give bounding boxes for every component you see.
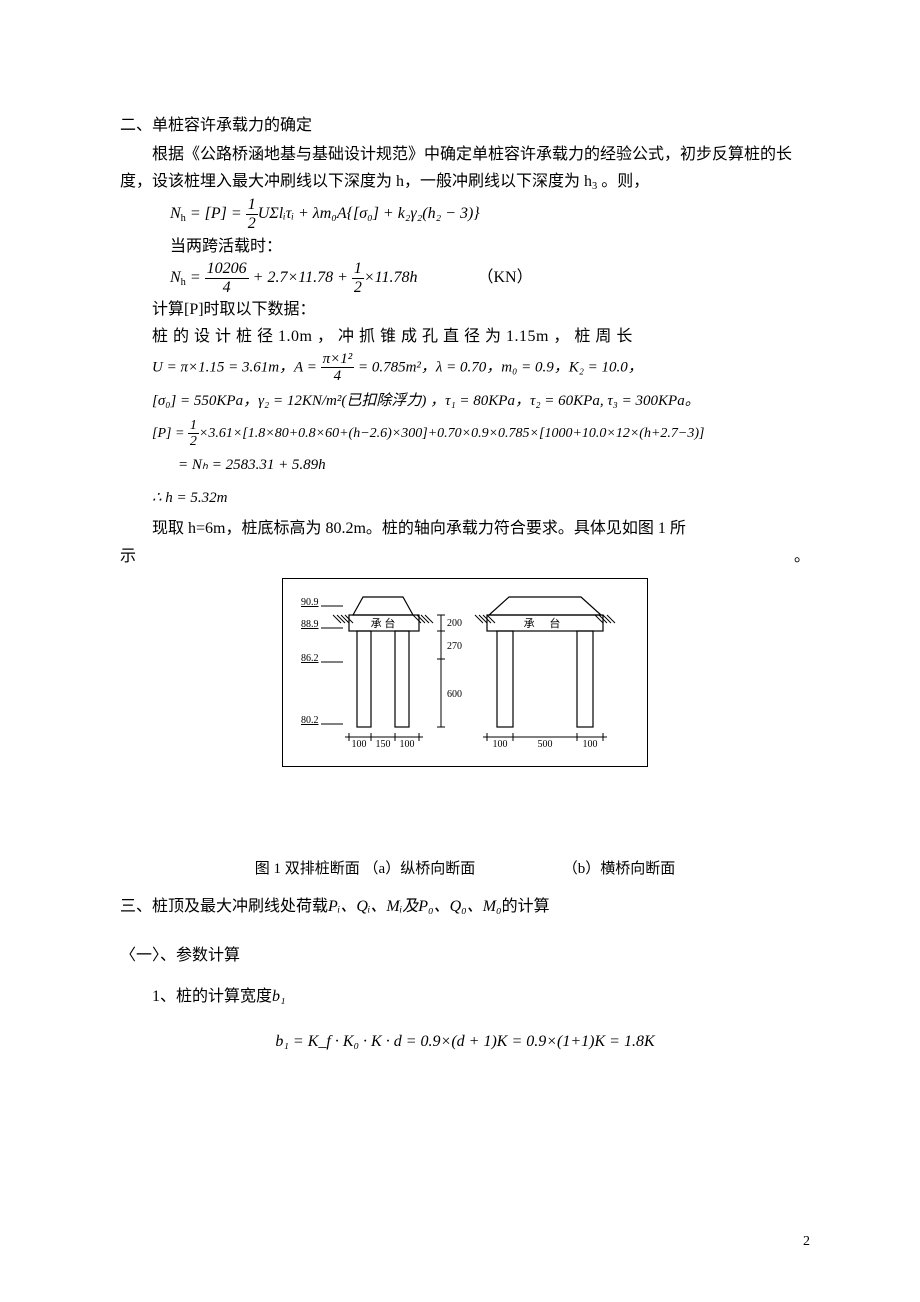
figure-svg: 90.9 88.9 86.2 80.2: [295, 589, 635, 749]
equation-b1: b₁ = K_f · K₀ · K · d = 0.9×(d + 1)K = 0…: [120, 1024, 810, 1059]
line-Nh-result: = Nₕ = 2583.31 + 5.89h: [178, 449, 810, 482]
elev-889: 88.9: [301, 619, 319, 630]
subsection-1-heading: 〈一〉、参数计算: [120, 942, 810, 969]
page: 二、单桩容许承载力的确定 根据《公路桥涵地基与基础设计规范》中确定单桩容许承载力…: [0, 0, 920, 1302]
line-therefore: ∴ h = 5.32m: [152, 482, 810, 515]
para1-text-a: 根据《公路桥涵地基与基础设计规范》中确定单桩容许承载力的经验公式，初步反算桩的长…: [120, 146, 792, 190]
equation-nh-num: Nh = 102064 + 2.7×11.78 + 12×11.78h（KN）: [170, 260, 810, 296]
item-1: 1、桩的计算宽度b₁: [152, 983, 810, 1010]
svg-text:100: 100: [493, 739, 508, 749]
label-chengtai-a: 承 台: [371, 616, 396, 630]
line-calc-p: 计算[P]时取以下数据：: [152, 296, 810, 323]
svg-text:100: 100: [583, 739, 598, 749]
svg-text:600: 600: [447, 689, 462, 700]
line-design: 桩 的 设 计 桩 径 1.0m ， 冲 抓 锥 成 孔 直 径 为 1.15m…: [152, 323, 810, 350]
svg-text:500: 500: [538, 739, 553, 749]
para1-text-b: 。则，: [597, 173, 649, 190]
line-twospan: 当两跨活载时：: [170, 233, 810, 260]
page-number: 2: [803, 1230, 810, 1254]
figure-1: 90.9 88.9 86.2 80.2: [120, 578, 810, 767]
elev-802: 80.2: [301, 715, 319, 726]
elev-909: 90.9: [301, 597, 319, 608]
line-U: U = π×1.15 = 3.61m，A = π×1²4 = 0.785m²，λ…: [152, 351, 810, 385]
svg-text:200: 200: [447, 618, 462, 629]
figure-caption: 图 1 双排桩断面 （a）纵桥向断面 （b）横桥向断面: [120, 857, 810, 883]
section-3-heading: 三、桩顶及最大冲刷线处荷载Pᵢ、Qᵢ、Mᵢ及P₀、Q₀、M₀的计算: [120, 893, 810, 920]
line-sigma: [σ₀] = 550KPa，γ₂ = 12KN/m²(已扣除浮力) ，τ₁ = …: [152, 385, 810, 418]
equation-nh-def: Nh = [P] = 12UΣlᵢτᵢ + λm₀A{[σ₀] + k₂γ₂(h…: [170, 196, 810, 232]
paragraph-2b: 示 。: [120, 543, 810, 570]
elev-862: 86.2: [301, 653, 319, 664]
svg-text:270: 270: [447, 641, 462, 652]
svg-text:100: 100: [352, 739, 367, 749]
paragraph-1: 根据《公路桥涵地基与基础设计规范》中确定单桩容许承载力的经验公式，初步反算桩的长…: [120, 141, 810, 196]
section-2-heading: 二、单桩容许承载力的确定: [120, 112, 810, 139]
svg-text:150: 150: [376, 739, 391, 749]
label-chengtai-b: 承 台: [524, 616, 567, 630]
line-P: [P] = 12×3.61×[1.8×80+0.8×60+(h−2.6)×300…: [152, 418, 810, 450]
paragraph-2a: 现取 h=6m，桩底标高为 80.2m。桩的轴向承载力符合要求。具体见如图 1 …: [120, 515, 810, 542]
svg-text:100: 100: [400, 739, 415, 749]
